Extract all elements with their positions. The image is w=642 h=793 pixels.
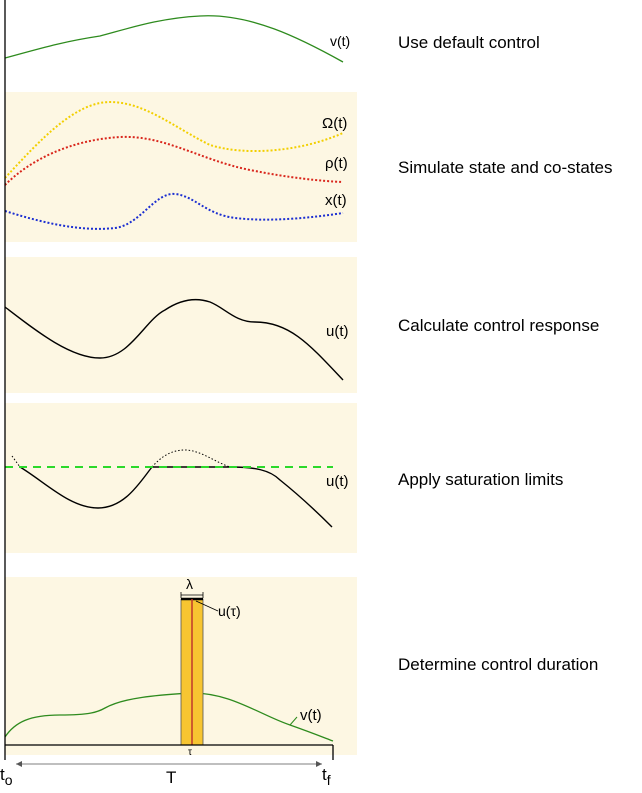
u-tau-leader [195,600,219,612]
u-tau-label: u(τ) [218,603,241,619]
step-calculate-control: Calculate control response [398,316,600,335]
default-control-curve [4,15,344,63]
u-saturated-label: u(t) [326,473,349,490]
v-label-leader [289,716,298,726]
step-saturation-limits: Apply saturation limits [398,470,564,489]
step-simulate-states: Simulate state and co-states [398,158,613,177]
tf-label: tf [322,765,331,788]
omega-curve [4,100,344,179]
panel-saturation-background [5,403,357,553]
tau-label: τ [188,747,192,758]
u-response-label: u(t) [326,323,349,340]
t0-label: to [0,765,13,788]
step-control-duration: Determine control duration [398,655,599,674]
step-default-control: Use default control [398,33,540,52]
rho-curve [4,135,344,186]
span-arrow-left [16,761,22,767]
unsaturated-overshoot-curve [11,449,231,468]
lambda-label: λ [186,576,193,592]
duration-T-label: T [166,768,176,787]
panel-control-background [5,257,357,393]
control-response-curve [4,298,344,381]
x-label: x(t) [325,192,347,209]
omega-label: Ω(t) [322,115,347,132]
x-curve [4,192,344,230]
panel-state-background [5,92,357,242]
v-duration-label: v(t) [300,707,322,724]
span-arrow-right [316,761,322,767]
rho-label: ρ(t) [325,155,348,172]
v-curve-label: v(t) [330,33,350,49]
